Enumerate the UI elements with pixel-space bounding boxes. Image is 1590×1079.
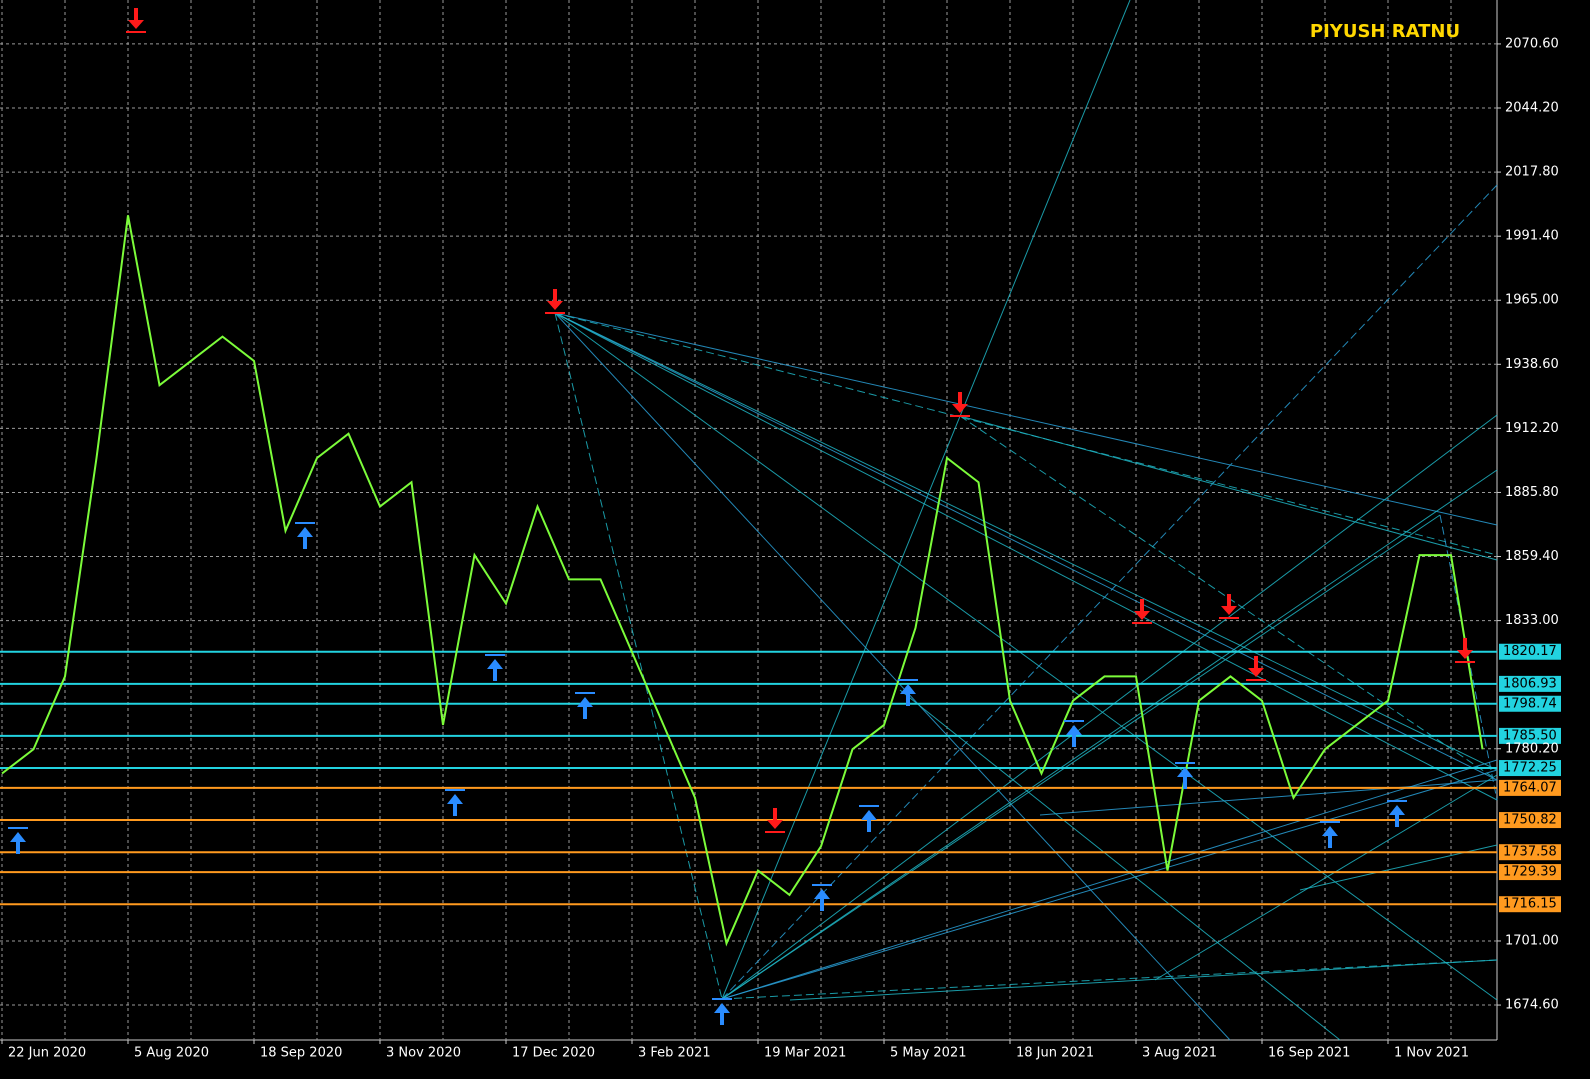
trendlines — [554, 0, 1498, 1041]
buy-arrow — [900, 684, 916, 706]
trendline — [554, 312, 1498, 781]
y-tick-label: 1674.60 — [1505, 998, 1559, 1013]
trendline — [554, 312, 1498, 771]
trendline — [721, 469, 1498, 1000]
level-label-box — [1499, 675, 1561, 692]
level-label: 1737.58 — [1503, 845, 1557, 860]
level-label: 1729.39 — [1503, 865, 1557, 880]
level-label: 1798.74 — [1503, 696, 1557, 711]
level-label-box — [1499, 695, 1561, 712]
x-tick-label: 3 Aug 2021 — [1142, 1046, 1217, 1061]
trendline — [721, 0, 1131, 1000]
trendline — [1039, 779, 1498, 816]
x-tick-label: 22 Jun 2020 — [8, 1046, 86, 1061]
trendline — [554, 312, 1498, 801]
level-label-box — [1499, 844, 1561, 861]
trendline — [554, 312, 1498, 1001]
x-tick-label: 1 Nov 2021 — [1394, 1046, 1469, 1061]
trendline — [721, 514, 1441, 1000]
axis: 2070.60 2044.20 2017.80 1991.40 1965.00 1938.… — [1, 36, 1559, 1061]
level-label-box — [1499, 760, 1561, 777]
buy-arrow — [447, 794, 463, 816]
trendline — [721, 959, 1498, 1000]
y-tick-label: 2044.20 — [1505, 101, 1559, 116]
sell-arrow — [1221, 594, 1237, 615]
sell-arrow — [1134, 599, 1150, 620]
y-tick-label: 1780.20 — [1505, 741, 1559, 756]
buy-arrow — [1066, 725, 1082, 747]
signals — [8, 8, 1475, 1025]
x-tick-label: 19 Mar 2021 — [764, 1046, 846, 1061]
level-label-box — [1499, 643, 1561, 660]
level-label-box — [1499, 779, 1561, 796]
level-label: 1716.15 — [1503, 897, 1557, 912]
y-tick-label: 1859.40 — [1505, 549, 1559, 564]
trendline — [899, 689, 1341, 1041]
levels: 1820.17 1806.93 1798.74 1785.50 1772.25 1764.… — [0, 643, 1561, 913]
y-tick-label: 2070.60 — [1505, 36, 1559, 51]
chart-title: PIYUSH RATNU — [1310, 21, 1460, 42]
trendline — [721, 759, 1498, 1000]
sell-arrow — [1457, 638, 1473, 659]
x-tick-label: 18 Jun 2021 — [1016, 1046, 1094, 1061]
x-tick-label: 5 May 2021 — [890, 1046, 967, 1061]
buy-arrow — [861, 810, 877, 832]
grid — [0, 0, 1497, 1040]
x-tick-label: 5 Aug 2020 — [134, 1046, 209, 1061]
y-tick-label: 1938.60 — [1505, 357, 1559, 372]
buy-arrow — [814, 889, 830, 911]
trendline — [721, 414, 1498, 1000]
x-tick-label: 3 Feb 2021 — [638, 1046, 711, 1061]
level-label-box — [1499, 727, 1561, 744]
y-tick-label: 2017.80 — [1505, 165, 1559, 180]
y-tick-label: 1965.00 — [1505, 293, 1559, 308]
level-label: 1820.17 — [1503, 644, 1557, 659]
trendline — [721, 769, 1498, 1000]
sell-arrow — [952, 392, 968, 413]
level-label: 1772.25 — [1503, 761, 1557, 776]
x-tick-label: 16 Sep 2021 — [1268, 1046, 1350, 1061]
sell-arrow — [128, 8, 144, 29]
level-label: 1750.82 — [1503, 813, 1557, 828]
level-label: 1764.07 — [1503, 780, 1557, 795]
trendline — [721, 184, 1498, 1000]
x-tick-label: 3 Nov 2020 — [386, 1046, 461, 1061]
sell-arrow — [547, 289, 563, 310]
buy-arrow — [297, 527, 313, 549]
buy-arrow — [1322, 826, 1338, 848]
level-label: 1806.93 — [1503, 676, 1557, 691]
trendline — [554, 312, 1231, 1041]
price-line — [1, 215, 1484, 947]
y-tick-label: 1912.20 — [1505, 421, 1559, 436]
y-tick-label: 1991.40 — [1505, 229, 1559, 244]
buy-arrow — [1389, 805, 1405, 827]
buy-arrow — [1177, 767, 1193, 789]
level-label: 1785.50 — [1503, 728, 1557, 743]
buy-arrow — [577, 697, 593, 719]
buy-arrow — [714, 1003, 730, 1025]
buy-arrow — [10, 832, 26, 854]
level-label-box — [1499, 812, 1561, 829]
trendline — [789, 959, 1498, 1001]
trendline — [554, 312, 723, 1000]
y-tick-label: 1701.00 — [1505, 933, 1559, 948]
buy-arrow — [487, 659, 503, 681]
trendline — [554, 312, 1498, 526]
price — [1, 215, 1484, 947]
sell-arrow — [1248, 656, 1264, 677]
trendline — [959, 415, 1498, 561]
sell-arrow — [767, 808, 783, 829]
trendline — [1154, 774, 1498, 981]
x-tick-label: 18 Sep 2020 — [260, 1046, 342, 1061]
y-tick-label: 1833.00 — [1505, 613, 1559, 628]
y-tick-label: 1885.80 — [1505, 485, 1559, 500]
x-tick-label: 17 Dec 2020 — [512, 1046, 595, 1061]
level-label-box — [1499, 896, 1561, 913]
level-label-box — [1499, 864, 1561, 881]
